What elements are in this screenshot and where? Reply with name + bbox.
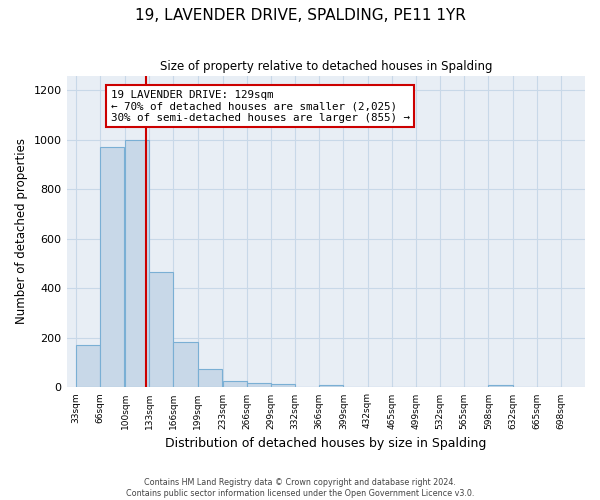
X-axis label: Distribution of detached houses by size in Spalding: Distribution of detached houses by size … <box>165 437 487 450</box>
Bar <box>100 148 124 388</box>
Bar <box>271 384 295 388</box>
Bar <box>125 140 149 388</box>
Bar <box>149 272 173 388</box>
Bar <box>223 381 247 388</box>
Bar <box>488 385 512 388</box>
Title: Size of property relative to detached houses in Spalding: Size of property relative to detached ho… <box>160 60 492 73</box>
Bar <box>319 385 343 388</box>
Bar <box>197 369 222 388</box>
Bar <box>76 346 100 388</box>
Text: Contains HM Land Registry data © Crown copyright and database right 2024.
Contai: Contains HM Land Registry data © Crown c… <box>126 478 474 498</box>
Y-axis label: Number of detached properties: Number of detached properties <box>15 138 28 324</box>
Text: 19 LAVENDER DRIVE: 129sqm
← 70% of detached houses are smaller (2,025)
30% of se: 19 LAVENDER DRIVE: 129sqm ← 70% of detac… <box>110 90 410 123</box>
Bar <box>173 342 197 388</box>
Text: 19, LAVENDER DRIVE, SPALDING, PE11 1YR: 19, LAVENDER DRIVE, SPALDING, PE11 1YR <box>134 8 466 22</box>
Bar <box>247 383 271 388</box>
